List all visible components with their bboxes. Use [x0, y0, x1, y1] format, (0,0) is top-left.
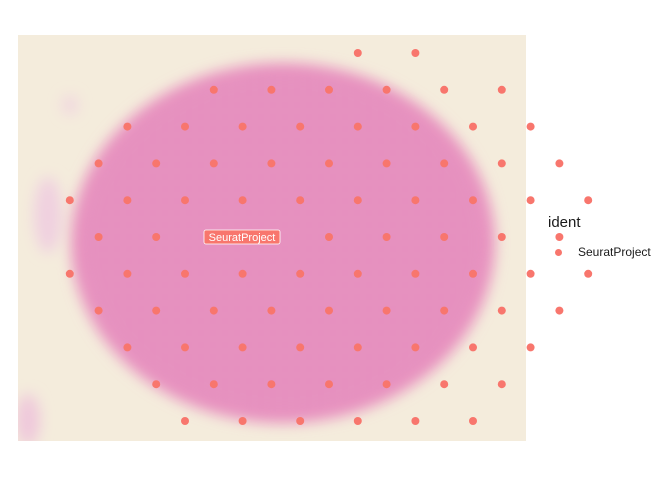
- spot-point: [181, 269, 189, 278]
- spot-point: [152, 159, 161, 168]
- spot-point: [296, 417, 305, 425]
- spot-point: [94, 233, 103, 241]
- spot-point: [325, 306, 333, 315]
- spot-point: [526, 343, 535, 352]
- spot-point: [325, 380, 333, 389]
- spot-point: [123, 196, 132, 205]
- spot-point: [209, 306, 218, 315]
- spot-point: [181, 343, 189, 352]
- spot-point: [497, 85, 506, 94]
- spot-point: [152, 306, 161, 315]
- spot-point: [411, 49, 420, 57]
- spot-point: [382, 233, 391, 241]
- spot-point: [411, 122, 420, 131]
- spot-point: [325, 159, 333, 168]
- spot-point: [267, 380, 276, 389]
- spot-point: [181, 122, 189, 131]
- spot-point: [497, 233, 506, 241]
- spot-point: [382, 85, 391, 94]
- spot-point: [238, 269, 247, 278]
- spot-point: [267, 85, 276, 94]
- spot-point: [382, 159, 391, 168]
- spot-point: [296, 269, 305, 278]
- spot-point: [94, 159, 103, 168]
- spot-point: [555, 306, 564, 315]
- spot-point: [555, 159, 564, 168]
- spot-point: [584, 196, 593, 205]
- spot-point: [440, 306, 449, 315]
- spot-point: [584, 269, 593, 278]
- spot-point: [238, 343, 247, 352]
- spot-point: [267, 306, 276, 315]
- spot-point: [469, 417, 477, 425]
- spot-point: [152, 233, 161, 241]
- spot-point: [65, 196, 74, 205]
- spot-point: [497, 159, 506, 168]
- spot-point: [353, 196, 362, 205]
- spot-point: [296, 343, 305, 352]
- spot-point: [296, 196, 305, 205]
- cluster-label-box: SeuratProject: [203, 229, 281, 245]
- spot-point: [411, 343, 420, 352]
- spot-point: [238, 122, 247, 131]
- legend-item-seuratproject: SeuratProject: [548, 245, 651, 259]
- spot-point: [123, 269, 132, 278]
- spot-point: [353, 49, 362, 57]
- spot-point: [382, 380, 391, 389]
- spot-point: [123, 122, 132, 131]
- spot-point: [181, 196, 189, 205]
- spot-point: [526, 196, 535, 205]
- spot-point: [411, 196, 420, 205]
- spot-point: [440, 85, 449, 94]
- spot-point: [526, 122, 535, 131]
- spot-point: [469, 343, 477, 352]
- spot-point: [526, 269, 535, 278]
- spot-point: [267, 159, 276, 168]
- spot-point: [382, 306, 391, 315]
- spot-point: [325, 233, 333, 241]
- spot-point: [296, 122, 305, 131]
- spot-point: [152, 380, 161, 389]
- spot-point: [440, 380, 449, 389]
- spot-point: [469, 196, 477, 205]
- legend-label: SeuratProject: [578, 245, 651, 259]
- spot-point: [353, 417, 362, 425]
- spot-point: [181, 417, 189, 425]
- spot-point: [209, 380, 218, 389]
- spot-point: [353, 343, 362, 352]
- legend-key: [555, 248, 562, 256]
- spot-point: [440, 233, 449, 241]
- spot-point: [94, 306, 103, 315]
- spot-point: [497, 306, 506, 315]
- spot-point: [440, 159, 449, 168]
- spot-point: [238, 417, 247, 425]
- spot-point: [353, 122, 362, 131]
- spot-point: [411, 269, 420, 278]
- spot-point: [238, 196, 247, 205]
- spot-point: [209, 159, 218, 168]
- cluster-label-background: [203, 229, 281, 245]
- spot-point: [325, 85, 333, 94]
- legend: ident SeuratProject: [548, 214, 651, 259]
- spot-point: [469, 269, 477, 278]
- spot-point: [555, 233, 564, 241]
- spot-point: [353, 269, 362, 278]
- spot-point: [497, 380, 506, 389]
- spot-point: [469, 122, 477, 131]
- legend-title: ident: [548, 214, 581, 231]
- spot-point: [123, 343, 132, 352]
- spot-point: [65, 269, 74, 278]
- spot-point: [209, 85, 218, 94]
- spot-point: [411, 417, 420, 425]
- cluster-label: SeuratProject: [209, 232, 276, 244]
